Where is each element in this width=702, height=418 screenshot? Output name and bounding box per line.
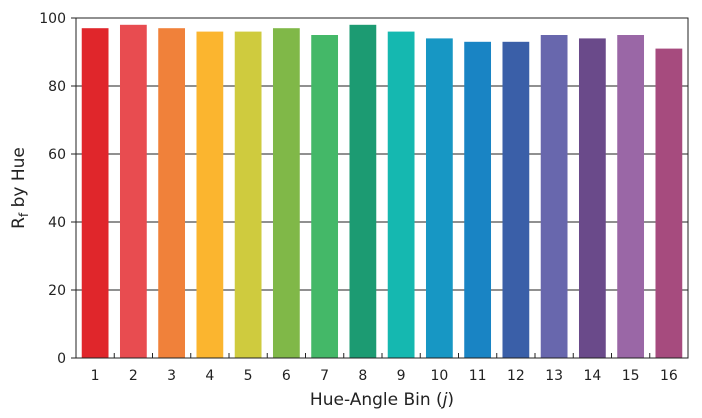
bar-16: [655, 48, 683, 358]
x-axis-label-suffix: ): [447, 390, 454, 410]
bar-11: [464, 41, 492, 359]
x-tick-label-16: 16: [660, 368, 678, 384]
bar-7: [311, 35, 339, 358]
y-tick-label-0: 0: [57, 351, 66, 367]
bars: [81, 24, 683, 359]
bar-2: [119, 24, 147, 359]
bar-9: [387, 31, 415, 358]
bar-15: [617, 35, 645, 358]
y-axis-label-rest: by Hue: [9, 147, 29, 213]
bar-8: [349, 24, 377, 359]
x-tick-label-4: 4: [205, 368, 214, 384]
x-tick-label-1: 1: [91, 368, 100, 384]
bar-12: [502, 41, 530, 359]
x-axis-label-prefix: Hue-Angle Bin (: [310, 390, 443, 410]
x-axis-ticks: 1 2 3 4 5 6 7 8 9 10 11 12 13 14 15 16: [91, 353, 678, 384]
bar-10: [425, 38, 453, 359]
y-tick-label-80: 80: [48, 79, 66, 95]
y-tick-label-60: 60: [48, 147, 66, 163]
x-tick-label-7: 7: [320, 368, 329, 384]
bar-6: [272, 28, 300, 358]
y-axis-label: Rf by Hue: [9, 147, 31, 229]
x-tick-label-5: 5: [244, 368, 253, 384]
y-tick-label-20: 20: [48, 283, 66, 299]
x-tick-label-8: 8: [358, 368, 367, 384]
x-tick-label-3: 3: [167, 368, 176, 384]
y-tick-label-100: 100: [39, 11, 66, 27]
x-axis-label: Hue-Angle Bin (j): [310, 390, 454, 410]
bar-5: [234, 31, 262, 358]
x-axis-label-variable: j: [441, 390, 448, 410]
x-tick-label-14: 14: [583, 368, 601, 384]
x-tick-label-11: 11: [469, 368, 487, 384]
x-tick-label-12: 12: [507, 368, 525, 384]
bar-13: [540, 35, 568, 358]
bar-1: [81, 28, 109, 358]
x-tick-label-13: 13: [545, 368, 563, 384]
bar-14: [578, 38, 606, 359]
x-tick-label-9: 9: [397, 368, 406, 384]
y-axis-label-main: R: [9, 217, 29, 229]
x-tick-label-10: 10: [430, 368, 448, 384]
y-axis-ticks: 0 20 40 60 80 100: [39, 11, 76, 367]
bar-4: [196, 31, 224, 358]
y-axis-label-subscript: f: [17, 212, 31, 217]
x-tick-label-15: 15: [622, 368, 640, 384]
x-tick-label-6: 6: [282, 368, 291, 384]
bar-3: [158, 28, 186, 358]
x-tick-label-2: 2: [129, 368, 138, 384]
y-tick-label-40: 40: [48, 215, 66, 231]
